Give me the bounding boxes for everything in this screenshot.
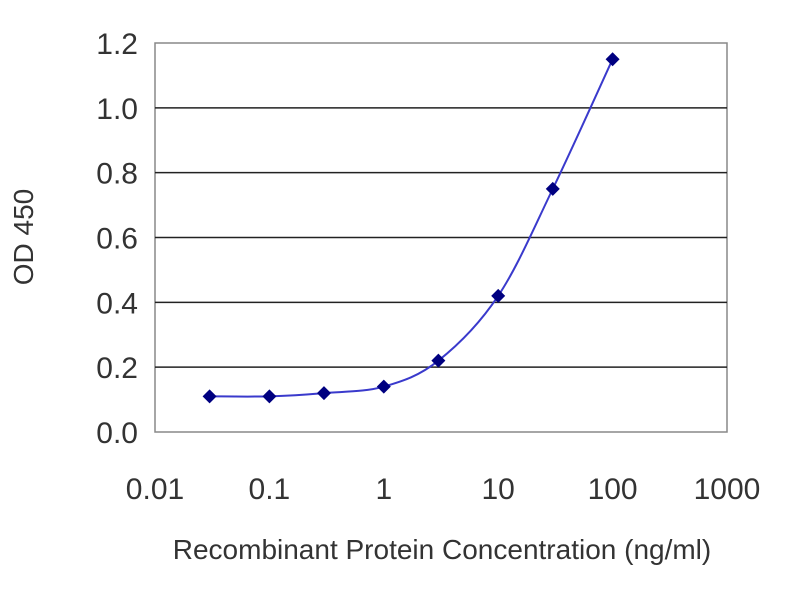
y-tick-label: 1.2 bbox=[96, 28, 138, 61]
x-tick-label: 0.1 bbox=[249, 473, 291, 506]
y-tick-label: 1.0 bbox=[96, 93, 138, 126]
data-point bbox=[202, 389, 217, 404]
x-axis-title: Recombinant Protein Concentration (ng/ml… bbox=[173, 534, 711, 565]
x-tick-label: 0.01 bbox=[126, 473, 184, 506]
y-tick-label: 0.0 bbox=[96, 417, 138, 450]
y-tick-label: 0.6 bbox=[96, 223, 138, 256]
x-tick-label: 100 bbox=[588, 473, 638, 506]
data-point bbox=[491, 288, 506, 303]
x-tick-label: 1000 bbox=[694, 473, 761, 506]
x-tick-label: 1 bbox=[375, 473, 392, 506]
data-point bbox=[316, 386, 331, 401]
data-point bbox=[545, 181, 560, 196]
y-tick-label: 0.2 bbox=[96, 352, 138, 385]
y-axis-ticks: 0.0 0.2 0.4 0.6 0.8 1.0 1.2 bbox=[96, 28, 138, 450]
y-tick-label: 0.4 bbox=[96, 287, 138, 320]
y-axis-title: OD 450 bbox=[8, 189, 39, 286]
data-point bbox=[262, 389, 277, 404]
x-axis-ticks: 0.01 0.1 1 10 100 1000 bbox=[126, 473, 761, 506]
gridlines bbox=[155, 107, 727, 368]
data-point bbox=[431, 353, 446, 368]
y-tick-label: 0.8 bbox=[96, 158, 138, 191]
x-tick-label: 10 bbox=[482, 473, 515, 506]
data-series bbox=[202, 52, 620, 404]
data-point bbox=[376, 379, 391, 394]
data-point bbox=[605, 52, 620, 67]
